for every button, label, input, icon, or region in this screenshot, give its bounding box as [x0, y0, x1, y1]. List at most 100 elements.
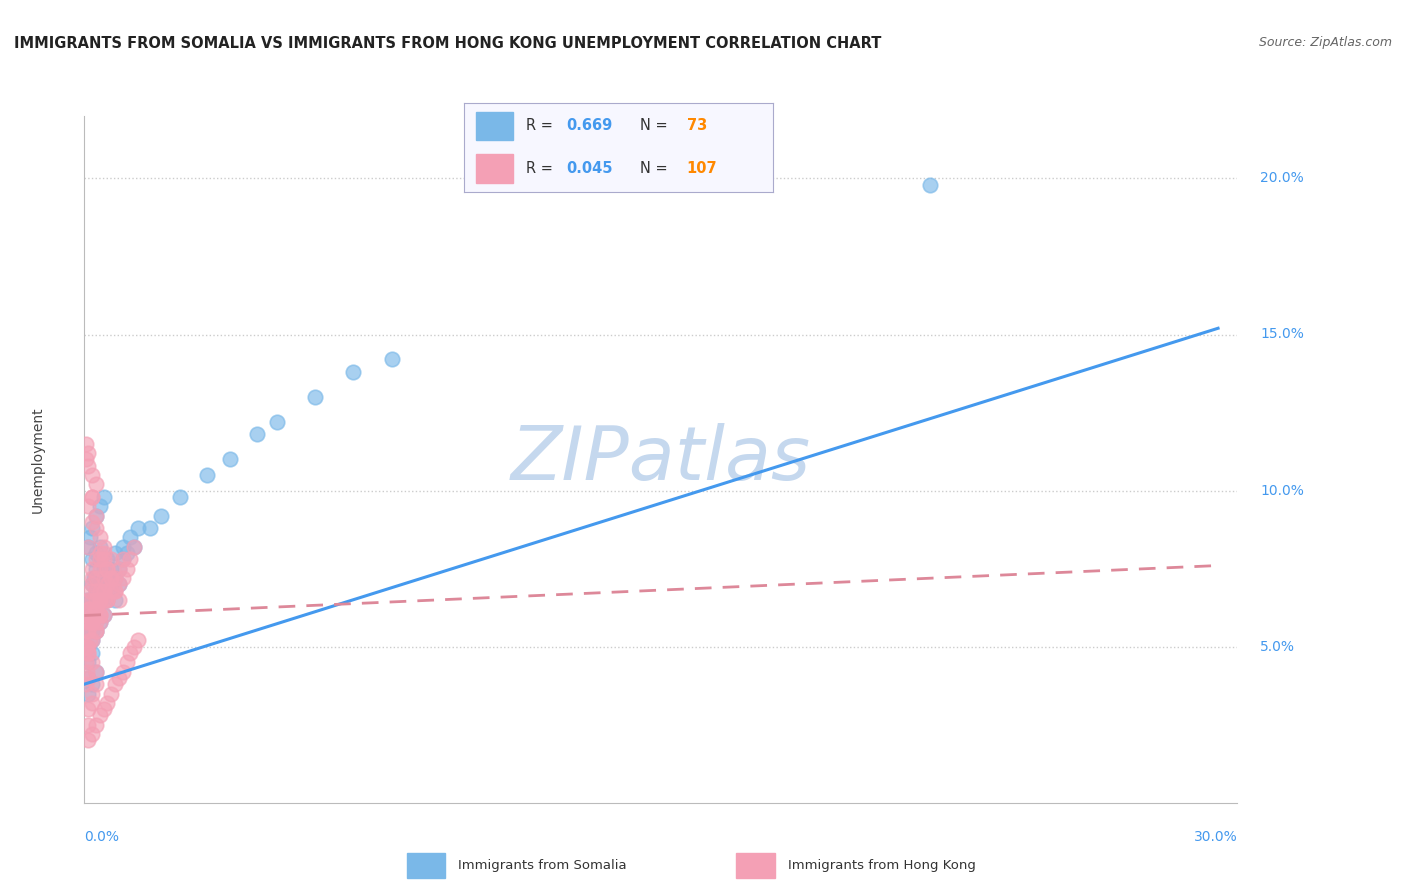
Point	[100, 687, 122, 701]
Point	[77, 702, 100, 716]
Point	[80, 552, 103, 566]
Point	[80, 602, 103, 616]
Point	[77, 733, 100, 747]
Point	[918, 178, 941, 192]
Point	[104, 546, 127, 560]
Text: 73: 73	[686, 119, 707, 133]
Point	[138, 521, 160, 535]
Point	[79, 530, 101, 544]
Point	[80, 615, 103, 629]
Point	[124, 540, 146, 554]
Point	[127, 521, 149, 535]
Point	[75, 624, 97, 639]
Point	[80, 633, 103, 648]
Point	[93, 562, 115, 576]
Point	[76, 624, 98, 639]
Point	[79, 633, 101, 648]
Text: R =: R =	[526, 161, 557, 176]
Point	[77, 624, 100, 639]
Text: 5.0%: 5.0%	[1260, 640, 1295, 654]
Point	[79, 602, 101, 616]
Text: R =: R =	[526, 119, 557, 133]
Point	[80, 490, 103, 504]
Point	[84, 477, 107, 491]
Point	[89, 562, 111, 576]
Point	[84, 624, 107, 639]
Point	[93, 490, 115, 504]
Point	[77, 602, 100, 616]
Point	[84, 717, 107, 731]
Point	[75, 655, 97, 669]
Point	[80, 577, 103, 591]
Point	[381, 352, 404, 367]
Point	[89, 615, 111, 629]
Text: Source: ZipAtlas.com: Source: ZipAtlas.com	[1258, 36, 1392, 49]
Text: Immigrants from Hong Kong: Immigrants from Hong Kong	[789, 859, 976, 871]
Text: 107: 107	[686, 161, 717, 176]
Text: Unemployment: Unemployment	[31, 406, 45, 513]
Point	[80, 577, 103, 591]
Text: IMMIGRANTS FROM SOMALIA VS IMMIGRANTS FROM HONG KONG UNEMPLOYMENT CORRELATION CH: IMMIGRANTS FROM SOMALIA VS IMMIGRANTS FR…	[14, 36, 882, 51]
Point	[89, 552, 111, 566]
Point	[80, 727, 103, 741]
Point	[120, 530, 142, 544]
Point	[84, 552, 107, 566]
Point	[75, 436, 97, 450]
Point	[100, 583, 122, 598]
Point	[108, 671, 131, 685]
Text: 10.0%: 10.0%	[1260, 483, 1305, 498]
Text: N =: N =	[640, 161, 672, 176]
Point	[89, 592, 111, 607]
Point	[80, 677, 103, 691]
Point	[96, 696, 118, 710]
Point	[111, 552, 134, 566]
Point	[104, 571, 127, 585]
Point	[115, 562, 138, 576]
Point	[84, 602, 107, 616]
Point	[96, 577, 118, 591]
Point	[77, 687, 100, 701]
Point	[77, 717, 100, 731]
Text: 0.0%: 0.0%	[84, 830, 120, 844]
Point	[89, 608, 111, 623]
Point	[104, 592, 127, 607]
Point	[96, 562, 118, 576]
Point	[108, 562, 131, 576]
Bar	[477, 112, 513, 140]
Point	[77, 602, 100, 616]
Point	[96, 562, 118, 576]
Point	[80, 490, 103, 504]
Point	[89, 708, 111, 723]
Point	[93, 571, 115, 585]
Point	[115, 655, 138, 669]
Point	[84, 583, 107, 598]
Point	[77, 640, 100, 654]
Point	[77, 640, 100, 654]
Point	[89, 500, 111, 514]
Point	[100, 571, 122, 585]
Point	[80, 696, 103, 710]
Point	[89, 608, 111, 623]
Point	[77, 540, 100, 554]
Point	[84, 677, 107, 691]
Point	[76, 608, 98, 623]
Point	[84, 665, 107, 679]
Point	[93, 702, 115, 716]
Point	[80, 515, 103, 529]
Point	[93, 592, 115, 607]
Point	[84, 596, 107, 610]
Point	[84, 571, 107, 585]
Point	[77, 540, 100, 554]
Point	[77, 615, 100, 629]
Point	[77, 458, 100, 473]
Point	[108, 577, 131, 591]
Point	[195, 467, 218, 482]
Point	[124, 640, 146, 654]
Point	[77, 592, 100, 607]
Point	[84, 583, 107, 598]
Point	[84, 562, 107, 576]
Point	[89, 546, 111, 560]
Point	[75, 452, 97, 467]
Point	[80, 687, 103, 701]
Point	[80, 633, 103, 648]
